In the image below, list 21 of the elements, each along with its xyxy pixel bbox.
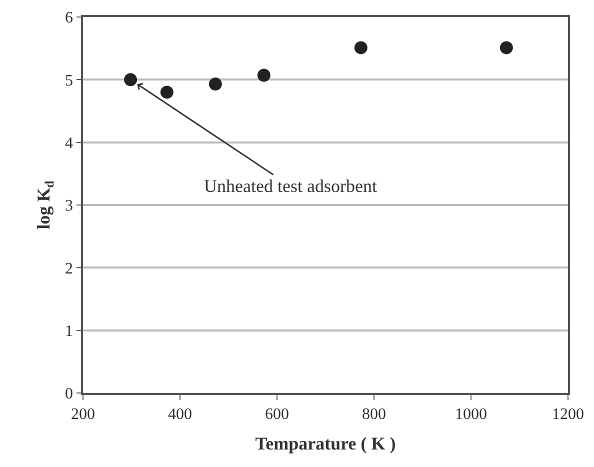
x-tick-label: 600 <box>265 406 289 423</box>
x-tick-label: 200 <box>71 406 95 423</box>
point <box>257 68 270 82</box>
y-tick-label: 0 <box>65 386 74 403</box>
y-tick-label: 6 <box>65 10 74 27</box>
x-axis-title: Temparature ( K ) <box>255 434 396 454</box>
x-tick-label: 800 <box>362 406 386 423</box>
x-tick-label: 400 <box>168 406 192 423</box>
point <box>160 86 174 99</box>
point <box>124 73 138 86</box>
x-tick-label: 1200 <box>552 406 584 423</box>
point <box>500 41 513 54</box>
point <box>208 78 222 91</box>
y-tick-label: 2 <box>65 260 74 278</box>
y-tick-label: 5 <box>65 72 74 90</box>
annotation: Unheated test adsorbent <box>204 176 377 196</box>
y-tick-label: 3 <box>65 198 74 215</box>
x-tick-label: 1000 <box>455 406 487 423</box>
point <box>354 41 368 54</box>
y-tick-label: 1 <box>65 322 74 340</box>
y-tick-label: 4 <box>65 134 74 152</box>
